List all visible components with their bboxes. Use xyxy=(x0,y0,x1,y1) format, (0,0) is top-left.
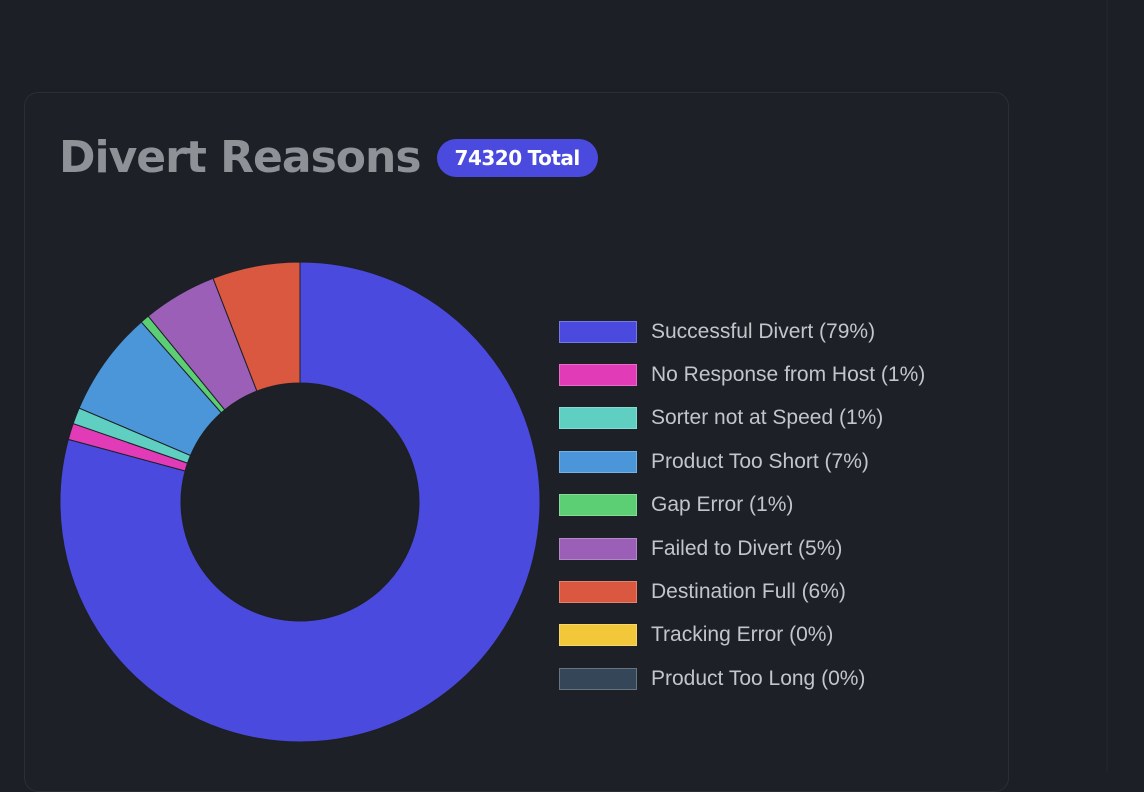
card-title: Divert Reasons xyxy=(59,132,422,183)
divert-reasons-card: Divert Reasons 74320 Total Successful Di… xyxy=(24,92,1009,792)
legend-label: Sorter not at Speed (1%) xyxy=(651,406,884,430)
card-header: Divert Reasons 74320 Total xyxy=(59,131,598,185)
legend-label: Destination Full (6%) xyxy=(651,580,846,604)
legend-item[interactable]: Successful Divert (79%) xyxy=(559,310,925,353)
total-badge: 74320 Total xyxy=(436,139,598,177)
legend-item[interactable]: No Response from Host (1%) xyxy=(559,353,925,396)
legend-swatch xyxy=(559,667,637,690)
legend-item[interactable]: Gap Error (1%) xyxy=(559,484,925,527)
chart-legend: Successful Divert (79%) No Response from … xyxy=(559,310,925,701)
legend-item[interactable]: Failed to Divert (5%) xyxy=(559,527,925,570)
legend-swatch xyxy=(559,450,637,473)
legend-swatch xyxy=(559,320,637,343)
legend-label: Product Too Long (0%) xyxy=(651,666,866,690)
legend-item[interactable]: Tracking Error (0%) xyxy=(559,614,925,657)
legend-item[interactable]: Destination Full (6%) xyxy=(559,570,925,613)
legend-label: No Response from Host (1%) xyxy=(651,363,926,387)
total-badge-suffix: Total xyxy=(527,146,581,170)
legend-swatch xyxy=(559,537,637,560)
legend-label: Successful Divert (79%) xyxy=(651,319,876,343)
legend-swatch xyxy=(559,364,637,387)
donut-slice[interactable] xyxy=(212,261,301,392)
legend-item[interactable]: Product Too Short (7%) xyxy=(559,440,925,483)
legend-label: Tracking Error (0%) xyxy=(651,623,834,647)
legend-label: Failed to Divert (5%) xyxy=(651,536,843,560)
legend-label: Product Too Short (7%) xyxy=(651,449,869,473)
divert-reasons-donut-chart xyxy=(59,261,541,743)
legend-label: Gap Error (1%) xyxy=(651,493,794,517)
legend-swatch xyxy=(559,407,637,430)
legend-item[interactable]: Product Too Long (0%) xyxy=(559,657,925,700)
legend-swatch xyxy=(559,494,637,517)
donut-slice[interactable] xyxy=(59,261,541,743)
total-badge-value: 74320 xyxy=(454,146,523,170)
legend-swatch xyxy=(559,581,637,604)
legend-swatch xyxy=(559,624,637,647)
page-divider xyxy=(1106,0,1108,772)
legend-item[interactable]: Sorter not at Speed (1%) xyxy=(559,397,925,440)
